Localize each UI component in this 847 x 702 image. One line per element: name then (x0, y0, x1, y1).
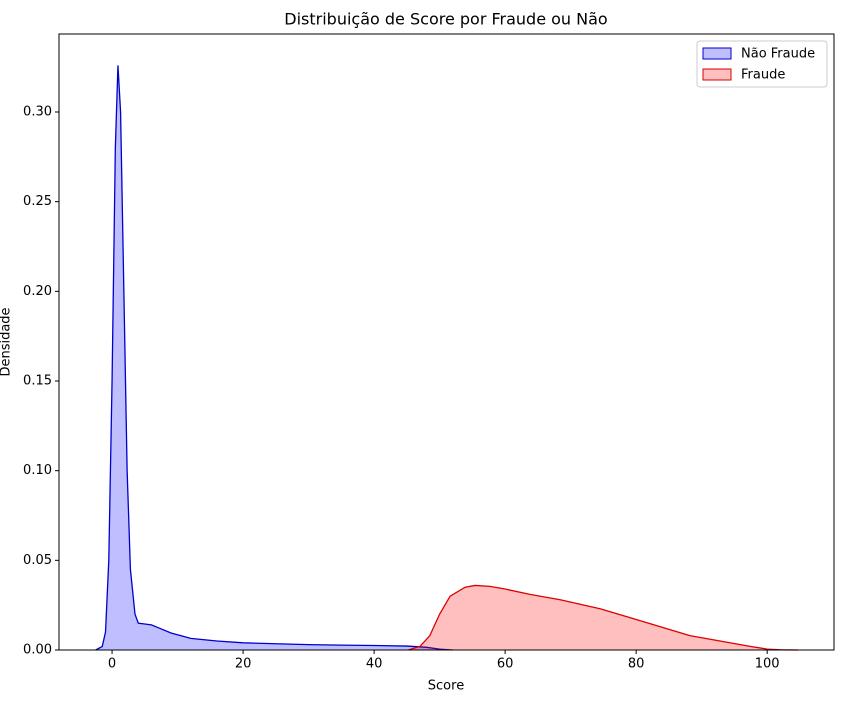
legend-label: Fraude (741, 68, 785, 83)
y-tick-label: 0.20 (23, 284, 52, 299)
y-tick-label: 0.15 (23, 374, 52, 389)
legend-label: Não Fraude (741, 47, 815, 62)
density-line (407, 584, 798, 651)
chart-title: Distribuição de Score por Fraude ou Não (284, 10, 607, 29)
legend-box (696, 40, 828, 88)
x-tick-label: 40 (366, 657, 383, 672)
x-axis-label: Score (428, 679, 464, 694)
x-tick-label: 0 (108, 657, 116, 672)
density-line (95, 65, 453, 651)
x-tick-label: 80 (628, 657, 645, 672)
plot-frame (58, 33, 835, 651)
x-tick-label: 20 (235, 657, 252, 672)
y-tick-label: 0.05 (23, 553, 52, 568)
y-tick-label: 0.25 (23, 194, 52, 209)
y-tick-label: 0.30 (23, 105, 52, 120)
legend-swatch (702, 47, 732, 60)
legend-swatch (702, 68, 732, 81)
x-tick-label: 60 (497, 657, 514, 672)
density-fill (95, 65, 453, 650)
y-axis-label: Densidade (0, 307, 14, 376)
density-fill (408, 585, 798, 650)
y-tick-label: 0.00 (23, 643, 52, 658)
x-tick-label: 100 (755, 657, 780, 672)
y-tick-label: 0.10 (23, 463, 52, 478)
